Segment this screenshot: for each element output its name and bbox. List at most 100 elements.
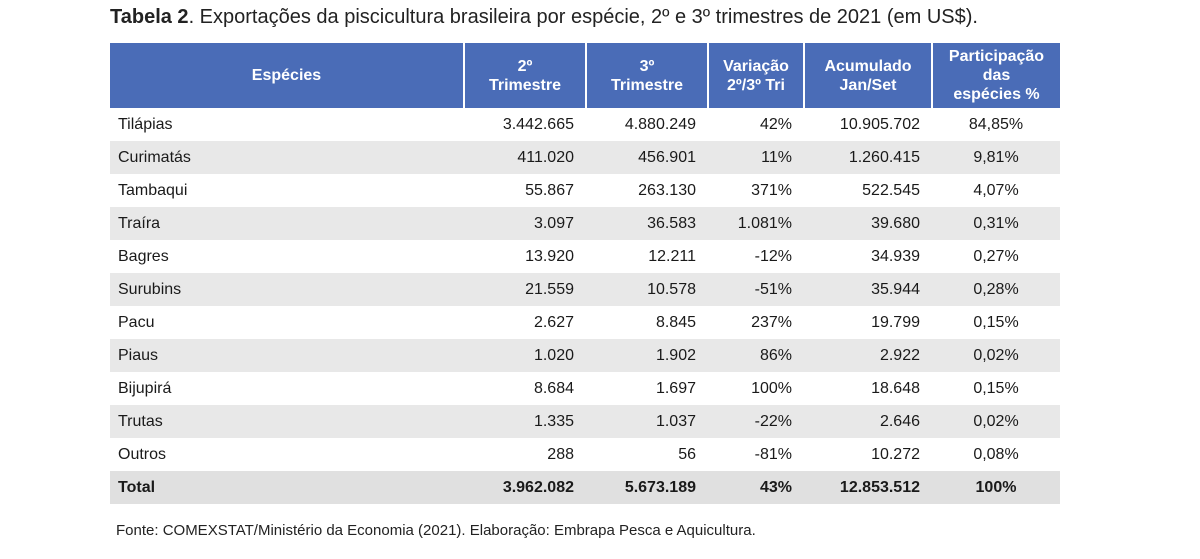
value-cell: 86%	[708, 339, 804, 372]
species-cell: Outros	[118, 445, 167, 463]
species-cell: Tilápias	[118, 115, 173, 133]
value-cell: 10.578	[586, 273, 708, 306]
header-acumulado: Acumulado Jan/Set	[804, 43, 933, 108]
table-row: Curimatás 411.020 456.901 11% 1.260.415 9,81%	[110, 141, 1060, 174]
table-caption: Tabela 2. Exportações da piscicultura br…	[110, 6, 978, 29]
value-cell: 0,28%	[932, 273, 1060, 306]
source-note: Fonte: COMEXSTAT/Ministério da Economia …	[116, 522, 756, 539]
header-line: espécies %	[953, 86, 1040, 103]
header-line: 2º	[517, 57, 533, 75]
table-row: Trutas 1.335 1.037 -22% 2.646 0,02%	[110, 405, 1060, 438]
species-cell: Pacu	[118, 313, 155, 331]
header-3-trimestre: 3º Trimestre	[586, 43, 709, 108]
value-cell: 55.867	[525, 181, 574, 199]
table-row: Tilápias 3.442.665 4.880.249 42% 10.905.702 8…	[110, 108, 1060, 141]
caption-label: Tabela 2	[110, 6, 189, 28]
header-line: Trimestre	[610, 76, 684, 94]
species-cell: Surubins	[110, 273, 464, 306]
value-cell: 1.020	[464, 339, 586, 372]
value-cell: 0,15%	[973, 379, 1019, 397]
table-row: Piaus 1.020 1.902 86% 2.922 0,02%	[110, 339, 1060, 372]
header-line: Espécies	[251, 67, 322, 84]
value-cell: 1.902	[586, 339, 708, 372]
header-2-trimestre: 2º Trimestre	[464, 43, 587, 108]
value-cell: 263.130	[638, 181, 696, 199]
value-cell: 0,31%	[932, 207, 1060, 240]
value-cell: 237%	[751, 313, 792, 331]
value-cell: 2.627	[533, 313, 574, 331]
value-cell: 456.901	[586, 141, 708, 174]
exports-table: Espécies 2º Trimestre 3º Trimestre Variação 2º…	[110, 43, 1060, 504]
value-cell: 0,02%	[932, 339, 1060, 372]
value-cell: 9,81%	[932, 141, 1060, 174]
value-cell: 4.880.249	[624, 115, 696, 133]
header-line: Participação	[948, 48, 1045, 65]
value-cell: 19.799	[871, 313, 920, 331]
value-cell: 1.260.415	[804, 141, 932, 174]
species-cell: Trutas	[110, 405, 464, 438]
value-cell: 12.211	[648, 247, 696, 265]
value-cell: 21.559	[464, 273, 586, 306]
table-row: Bijupirá 8.684 1.697 100% 18.648 0,15%	[110, 372, 1060, 405]
value-cell: 5.673.189	[586, 471, 708, 504]
header-line: 2º/3º Tri	[727, 76, 785, 94]
species-cell: Total	[110, 471, 464, 504]
value-cell: 10.272	[871, 445, 920, 463]
header-line: Trimestre	[488, 76, 562, 94]
value-cell: 3.442.665	[502, 115, 574, 133]
value-cell: 1.697	[655, 379, 696, 397]
header-variacao: Variação 2º/3º Tri	[708, 43, 805, 108]
value-cell: 8.845	[655, 313, 696, 331]
value-cell: 100%	[751, 379, 792, 397]
value-cell: -12%	[754, 247, 792, 265]
table-row: Pacu 2.627 8.845 237% 19.799 0,15%	[110, 306, 1060, 339]
value-cell: 0,08%	[973, 445, 1019, 463]
value-cell: -22%	[708, 405, 804, 438]
value-cell: 1.081%	[708, 207, 804, 240]
total-row: Total 3.962.082 5.673.189 43% 12.853.512 100%	[110, 471, 1060, 504]
value-cell: 39.680	[804, 207, 932, 240]
table-row: Traíra 3.097 36.583 1.081% 39.680 0,31%	[110, 207, 1060, 240]
value-cell: 3.962.082	[464, 471, 586, 504]
header-line: Acumulado	[824, 57, 912, 75]
value-cell: 3.097	[464, 207, 586, 240]
value-cell: 2.646	[804, 405, 932, 438]
value-cell: 8.684	[533, 379, 574, 397]
header-especies: Espécies	[110, 43, 465, 108]
value-cell: 13.920	[525, 247, 574, 265]
header-line: das	[982, 67, 1011, 84]
value-cell: 84,85%	[968, 115, 1024, 133]
header-line: Jan/Set	[839, 76, 897, 94]
value-cell: 35.944	[804, 273, 932, 306]
species-cell: Bagres	[118, 247, 169, 265]
table-row: Tambaqui 55.867 263.130 371% 522.545 4,07%	[110, 174, 1060, 207]
value-cell: 12.853.512	[804, 471, 932, 504]
value-cell: 56	[678, 445, 696, 463]
species-cell: Piaus	[110, 339, 464, 372]
value-cell: 288	[547, 445, 574, 463]
species-cell: Bijupirá	[118, 379, 172, 397]
value-cell: -81%	[754, 445, 792, 463]
caption-text: . Exportações da piscicultura brasileira…	[188, 6, 978, 28]
value-cell: 371%	[751, 181, 792, 199]
value-cell: -51%	[708, 273, 804, 306]
value-cell: 411.020	[464, 141, 586, 174]
value-cell: 10.905.702	[839, 115, 920, 133]
table-row: Surubins 21.559 10.578 -51% 35.944 0,28%	[110, 273, 1060, 306]
species-cell: Traíra	[110, 207, 464, 240]
value-cell: 4,07%	[973, 181, 1019, 199]
table-row: Outros 288 56 -81% 10.272 0,08%	[110, 438, 1060, 471]
header-participacao: Participação das espécies %	[932, 43, 1060, 108]
value-cell: 11%	[708, 141, 804, 174]
value-cell: 1.037	[586, 405, 708, 438]
value-cell: 34.939	[871, 247, 920, 265]
header-line: Variação	[723, 57, 789, 75]
value-cell: 2.922	[804, 339, 932, 372]
value-cell: 0,27%	[973, 247, 1019, 265]
value-cell: 18.648	[871, 379, 920, 397]
species-cell: Curimatás	[110, 141, 464, 174]
value-cell: 36.583	[586, 207, 708, 240]
header-line: 3º	[639, 57, 655, 75]
value-cell: 43%	[708, 471, 804, 504]
table-body: Tilápias 3.442.665 4.880.249 42% 10.905.702 8…	[110, 108, 1060, 504]
